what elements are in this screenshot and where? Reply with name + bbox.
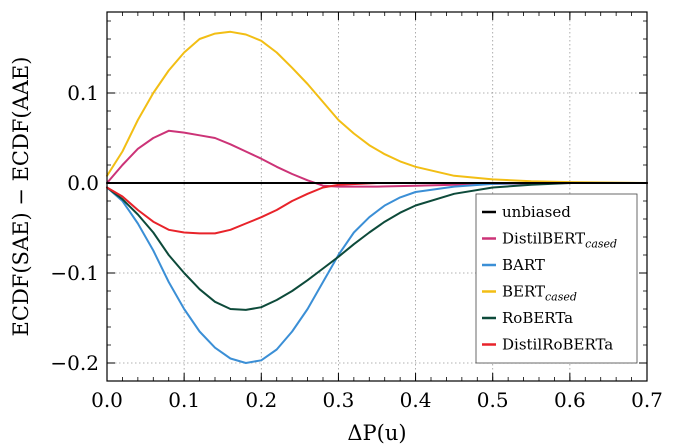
legend-label: BART: [502, 256, 545, 274]
legend-label: RoBERTa: [502, 309, 573, 327]
ticks: [106, 12, 648, 382]
legend-items: unbiasedDistilBERTcasedBARTBERTcasedRoBE…: [482, 203, 617, 354]
legend-label-subscript: cased: [545, 291, 577, 304]
legend-label: unbiased: [502, 203, 571, 221]
series-layer: [106, 30, 648, 364]
x-tick-label: 0.0: [91, 388, 123, 412]
legend: unbiasedDistilBERTcasedBARTBERTcasedRoBE…: [475, 193, 638, 364]
x-tick-label: 0.3: [323, 388, 355, 412]
plot-frame: [106, 11, 648, 382]
y-tick-label: −0.1: [50, 261, 99, 285]
legend-label-subscript: cased: [585, 238, 617, 251]
x-tick-label: 0.2: [245, 388, 277, 412]
y-axis-label: ECDF(SAE) − ECDF(AAE): [9, 57, 33, 337]
legend-label: DistilRoBERTa: [502, 336, 613, 354]
tick-labels: 0.0 0.1 0.2 0.3 0.4 0.5 0.6 0.7 −0.2 −0.1 0.0 0.1: [50, 81, 662, 412]
y-tick-label: −0.2: [50, 351, 99, 375]
series-line-bart: [106, 182, 648, 364]
x-tick-label: 0.4: [400, 388, 432, 412]
series-line-roberta: [106, 182, 648, 311]
x-tick-label: 0.6: [554, 388, 586, 412]
x-tick-label: 0.5: [477, 388, 509, 412]
x-tick-label: 0.1: [168, 388, 200, 412]
x-tick-label: 0.7: [631, 388, 663, 412]
series-line-distilbert-cased: [106, 129, 648, 188]
legend-box: [475, 193, 638, 364]
y-tick-label: 0.1: [67, 81, 99, 105]
y-tick-label: 0.0: [67, 171, 99, 195]
series-line-bert-cased: [106, 30, 648, 184]
x-axis-label: ΔP(u): [347, 421, 406, 445]
